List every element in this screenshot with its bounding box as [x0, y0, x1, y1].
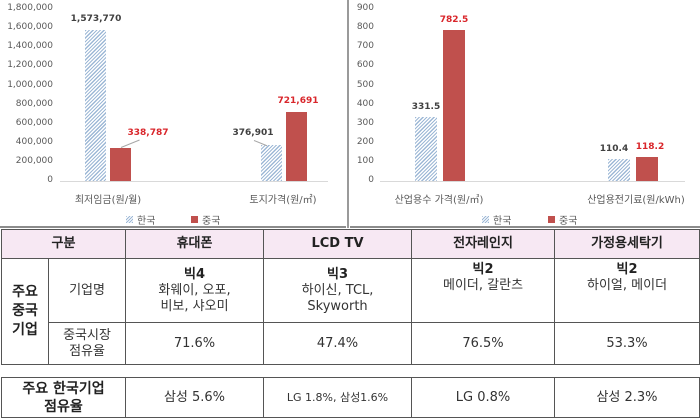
header-category: 구분 — [0, 229, 127, 259]
row-label-company-names: 기업명 — [47, 258, 127, 323]
bar-china-land-price — [286, 112, 307, 181]
y-tick: 800 — [356, 22, 374, 32]
y-tick: 800,000 — [15, 99, 53, 109]
cell-microwave-companies: 빅2 메이더, 갈란츠 — [411, 258, 556, 323]
chart-divider — [347, 0, 349, 228]
category-label: 최저임금(원/월) — [74, 195, 142, 206]
header-microwave: 전자레인지 — [411, 229, 556, 259]
legend-korea: 한국 — [126, 212, 155, 227]
header-washing-machine: 가정용세탁기 — [554, 229, 700, 259]
header-mobile-phone: 휴대폰 — [125, 229, 265, 259]
y-tick: 0 — [368, 175, 374, 185]
y-tick: 1,400,000 — [7, 41, 53, 51]
header-lcd-tv: LCD TV — [263, 229, 413, 259]
bar-china-water-price — [443, 30, 465, 181]
y-tick: 600 — [356, 60, 374, 70]
legend-china: 중국 — [191, 212, 220, 227]
legend-swatch-korea — [482, 216, 489, 223]
cell-microwave-korean-share: LG 0.8% — [411, 377, 555, 418]
company-names: 화웨이, 오포, 비보, 샤오미 — [158, 282, 231, 314]
legend-label: 중국 — [559, 216, 578, 227]
cell-mobile-korean-share: 삼성 5.6% — [125, 377, 264, 418]
y-tick: 1,000,000 — [7, 80, 53, 90]
y-tick: 400 — [356, 99, 374, 109]
cell-tv-share: 47.4% — [263, 322, 413, 365]
legend-korea: 한국 — [482, 212, 511, 227]
company-names: 메이더, 갈란츠 — [443, 278, 524, 293]
legend-label: 한국 — [137, 216, 156, 227]
group-label-major-chinese-companies: 주요 중국 기업 — [1, 258, 49, 365]
y-tick: 700 — [356, 41, 374, 51]
legend-swatch-china — [191, 216, 198, 223]
y-tick: 0 — [47, 175, 53, 185]
legend-china: 중국 — [548, 212, 577, 227]
leader-line — [120, 139, 140, 148]
chart-bottom-border — [0, 226, 346, 228]
rank-label: 빅4 — [184, 266, 206, 282]
y-tick: 500 — [356, 80, 374, 90]
y-tick: 1,800,000 — [7, 3, 53, 13]
legend-label: 한국 — [493, 216, 512, 227]
cell-washer-korean-share: 삼성 2.3% — [554, 377, 700, 418]
bar-korea-water-price — [415, 117, 437, 181]
row-label-china-market-share: 중국시장 점유율 — [47, 322, 127, 365]
legend-swatch-china — [548, 216, 555, 223]
value-label-china-water-price: 782.5 — [439, 15, 469, 25]
y-tick: 600,000 — [15, 118, 53, 128]
cell-mobile-share: 71.6% — [125, 322, 265, 365]
bar-korea-min-wage — [85, 30, 106, 181]
y-tick: 200,000 — [15, 156, 53, 166]
x-axis-line — [380, 181, 685, 182]
bar-china-min-wage — [110, 148, 131, 181]
value-label-korea-land-price: 376,901 — [232, 128, 274, 138]
cell-washer-share: 53.3% — [554, 322, 700, 365]
value-label-china-land-price: 721,691 — [277, 96, 319, 106]
korean-companies-share-table: 주요 한국기업 점유율 삼성 5.6% LG 1.8%, 삼성1.6% LG 0… — [1, 377, 700, 418]
value-label-korea-water-price: 331.5 — [411, 102, 441, 112]
cell-washer-companies: 빅2 하이얼, 메이더 — [554, 258, 700, 323]
cell-tv-companies: 빅3 하이신, TCL, Skyworth — [263, 258, 413, 323]
legend-label: 중국 — [202, 216, 221, 227]
rank-label: 빅2 — [616, 262, 638, 277]
cell-tv-korean-share: LG 1.8%, 삼성1.6% — [263, 377, 412, 418]
y-tick: 200 — [356, 137, 374, 147]
chinese-companies-table: 구분 휴대폰 LCD TV 전자레인지 가정용세탁기 주요 중국 기업 기업명 … — [0, 229, 700, 365]
y-tick: 900 — [356, 3, 374, 13]
category-label: 산업용수 가격(원/㎥) — [394, 195, 484, 206]
legend-swatch-korea — [126, 216, 133, 223]
bar-korea-land-price — [261, 145, 282, 181]
chart-bottom-border — [350, 226, 700, 228]
y-tick: 300 — [356, 118, 374, 128]
company-names: 하이얼, 메이더 — [587, 278, 668, 293]
bar-korea-electricity-rate — [608, 159, 630, 181]
y-tick: 1,600,000 — [7, 22, 53, 32]
rank-label: 빅2 — [472, 262, 494, 277]
right-chart: 900 800 700 600 500 400 300 200 100 0 33… — [350, 0, 700, 228]
value-label-korea-electricity-rate: 110.4 — [599, 144, 629, 154]
category-label: 산업용전기료(원/kWh) — [587, 195, 685, 206]
value-label-china-min-wage: 338,787 — [127, 128, 169, 138]
x-axis-line — [60, 181, 328, 182]
rank-label: 빅3 — [327, 266, 349, 282]
value-label-korea-min-wage: 1,573,770 — [70, 14, 122, 24]
left-chart: 1,800,000 1,600,000 1,400,000 1,200,000 … — [0, 0, 348, 228]
y-tick: 1,200,000 — [7, 60, 53, 70]
y-tick: 100 — [356, 156, 374, 166]
row-label-korean-share: 주요 한국기업 점유율 — [1, 377, 126, 418]
company-names: 하이신, TCL, Skyworth — [301, 282, 374, 314]
cell-microwave-share: 76.5% — [411, 322, 556, 365]
bar-china-electricity-rate — [636, 157, 658, 181]
value-label-china-electricity-rate: 118.2 — [635, 142, 665, 152]
cell-mobile-companies: 빅4 화웨이, 오포, 비보, 샤오미 — [125, 258, 265, 323]
y-tick: 400,000 — [15, 137, 53, 147]
category-label: 토지가격(원/㎡) — [249, 195, 317, 206]
